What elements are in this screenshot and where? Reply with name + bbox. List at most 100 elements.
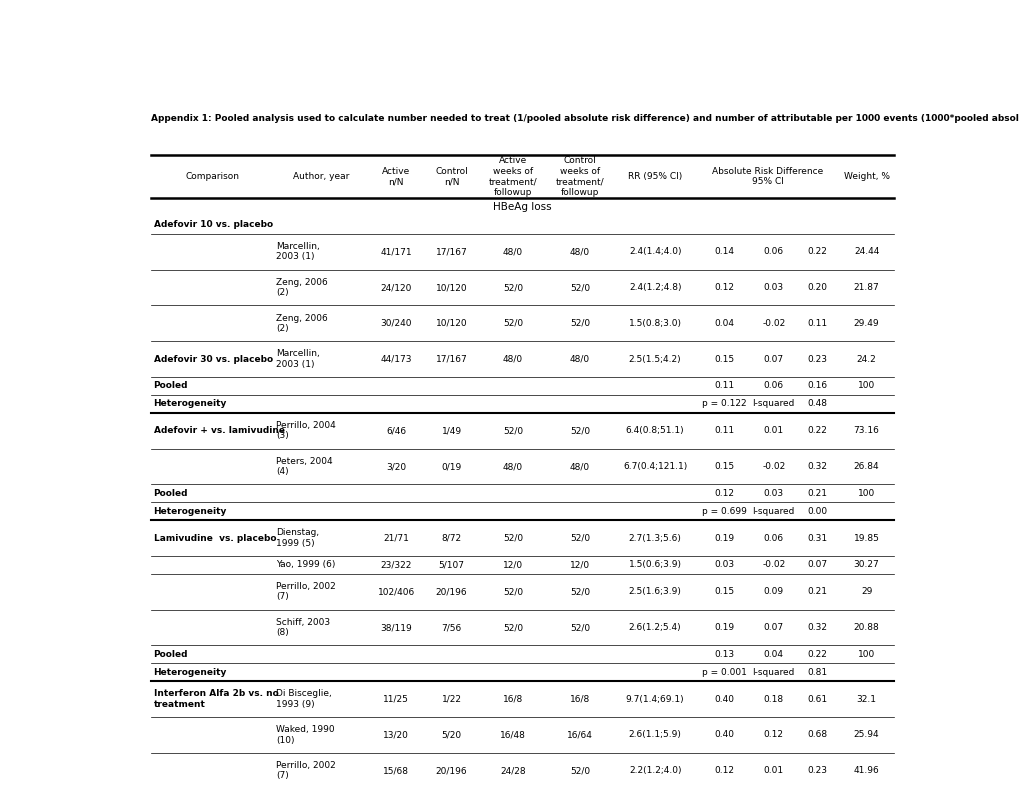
Text: 48/0: 48/0 xyxy=(570,247,590,256)
Text: Pooled: Pooled xyxy=(154,650,187,659)
Text: 48/0: 48/0 xyxy=(502,462,523,471)
Text: 41/171: 41/171 xyxy=(380,247,412,256)
Text: 15/68: 15/68 xyxy=(383,766,409,775)
Text: 0.23: 0.23 xyxy=(806,766,826,775)
Text: -0.02: -0.02 xyxy=(761,319,785,328)
Text: 25.94: 25.94 xyxy=(853,730,878,739)
Text: Pooled: Pooled xyxy=(154,489,187,498)
Text: 0.15: 0.15 xyxy=(713,355,734,363)
Text: 52/0: 52/0 xyxy=(570,587,590,597)
Text: 0.21: 0.21 xyxy=(806,587,826,597)
Text: 0.12: 0.12 xyxy=(713,283,734,292)
Text: 29.49: 29.49 xyxy=(853,319,878,328)
Text: Lamivudine  vs. placebo: Lamivudine vs. placebo xyxy=(154,533,276,543)
Text: 0.40: 0.40 xyxy=(713,730,734,739)
Text: 0.21: 0.21 xyxy=(806,489,826,498)
Text: 26.84: 26.84 xyxy=(853,462,878,471)
Text: 10/120: 10/120 xyxy=(435,283,467,292)
Text: 24.44: 24.44 xyxy=(853,247,878,256)
Text: 1/49: 1/49 xyxy=(441,426,462,435)
Text: 41.96: 41.96 xyxy=(853,766,878,775)
Text: Comparison: Comparison xyxy=(185,172,239,181)
Text: Waked, 1990
(10): Waked, 1990 (10) xyxy=(276,725,334,745)
Text: 52/0: 52/0 xyxy=(570,533,590,543)
Text: Perrillo, 2002
(7): Perrillo, 2002 (7) xyxy=(276,582,335,601)
Text: Schiff, 2003
(8): Schiff, 2003 (8) xyxy=(276,618,330,637)
Text: 0.06: 0.06 xyxy=(763,247,783,256)
Text: Absolute Risk Difference
95% CI: Absolute Risk Difference 95% CI xyxy=(711,167,822,186)
Text: 52/0: 52/0 xyxy=(502,623,523,632)
Text: I-squared: I-squared xyxy=(752,400,794,408)
Text: 0.32: 0.32 xyxy=(806,623,826,632)
Text: 20/196: 20/196 xyxy=(435,766,467,775)
Text: -0.02: -0.02 xyxy=(761,462,785,471)
Text: 2.4(1.2;4.8): 2.4(1.2;4.8) xyxy=(629,283,681,292)
Text: 0.48: 0.48 xyxy=(806,400,826,408)
Text: 19.85: 19.85 xyxy=(853,533,878,543)
Text: 0.12: 0.12 xyxy=(713,489,734,498)
Text: 16/8: 16/8 xyxy=(502,695,523,704)
Text: 1.5(0.6;3.9): 1.5(0.6;3.9) xyxy=(628,560,681,570)
Text: 0.13: 0.13 xyxy=(713,650,734,659)
Text: Marcellin,
2003 (1): Marcellin, 2003 (1) xyxy=(276,242,320,262)
Text: 2.7(1.3;5.6): 2.7(1.3;5.6) xyxy=(628,533,681,543)
Text: Heterogeneity: Heterogeneity xyxy=(154,668,227,677)
Text: 20/196: 20/196 xyxy=(435,587,467,597)
Text: 2.5(1.5;4.2): 2.5(1.5;4.2) xyxy=(629,355,681,363)
Text: Dienstag,
1999 (5): Dienstag, 1999 (5) xyxy=(276,529,319,548)
Text: p = 0.001: p = 0.001 xyxy=(701,668,746,677)
Text: 2.6(1.1;5.9): 2.6(1.1;5.9) xyxy=(628,730,681,739)
Text: 73.16: 73.16 xyxy=(853,426,878,435)
Text: 52/0: 52/0 xyxy=(570,319,590,328)
Text: 0.03: 0.03 xyxy=(713,560,734,570)
Text: 0.12: 0.12 xyxy=(713,766,734,775)
Text: 0.11: 0.11 xyxy=(713,426,734,435)
Text: 2.2(1.2;4.0): 2.2(1.2;4.0) xyxy=(629,766,681,775)
Text: 48/0: 48/0 xyxy=(502,355,523,363)
Text: 0.81: 0.81 xyxy=(806,668,826,677)
Text: 0.18: 0.18 xyxy=(763,695,783,704)
Text: Marcellin,
2003 (1): Marcellin, 2003 (1) xyxy=(276,349,320,369)
Text: 52/0: 52/0 xyxy=(570,766,590,775)
Text: -0.02: -0.02 xyxy=(761,560,785,570)
Text: 12/0: 12/0 xyxy=(570,560,590,570)
Text: 102/406: 102/406 xyxy=(377,587,415,597)
Text: 16/8: 16/8 xyxy=(570,695,590,704)
Text: 0.32: 0.32 xyxy=(806,462,826,471)
Text: 0.22: 0.22 xyxy=(806,426,826,435)
Text: 21.87: 21.87 xyxy=(853,283,878,292)
Text: Perrillo, 2004
(3): Perrillo, 2004 (3) xyxy=(276,421,335,440)
Text: 0.40: 0.40 xyxy=(713,695,734,704)
Text: 100: 100 xyxy=(857,381,874,391)
Text: I-squared: I-squared xyxy=(752,507,794,516)
Text: 12/0: 12/0 xyxy=(502,560,523,570)
Text: 0.20: 0.20 xyxy=(806,283,826,292)
Text: Control
weeks of
treatment/
followup: Control weeks of treatment/ followup xyxy=(555,156,604,196)
Text: 5/20: 5/20 xyxy=(441,730,462,739)
Text: 24/28: 24/28 xyxy=(499,766,525,775)
Text: 13/20: 13/20 xyxy=(383,730,409,739)
Text: Pooled: Pooled xyxy=(154,381,187,391)
Text: Zeng, 2006
(2): Zeng, 2006 (2) xyxy=(276,278,327,297)
Text: Heterogeneity: Heterogeneity xyxy=(154,400,227,408)
Text: 0.16: 0.16 xyxy=(806,381,826,391)
Text: 0.68: 0.68 xyxy=(806,730,826,739)
Text: 5/107: 5/107 xyxy=(438,560,464,570)
Text: 0.01: 0.01 xyxy=(763,426,783,435)
Text: 1/22: 1/22 xyxy=(441,695,462,704)
Text: 2.4(1.4;4.0): 2.4(1.4;4.0) xyxy=(629,247,681,256)
Text: Perrillo, 2002
(7): Perrillo, 2002 (7) xyxy=(276,761,335,780)
Text: 0.00: 0.00 xyxy=(806,507,826,516)
Text: 48/0: 48/0 xyxy=(570,462,590,471)
Text: 0.19: 0.19 xyxy=(713,533,734,543)
Text: 9.7(1.4;69.1): 9.7(1.4;69.1) xyxy=(626,695,684,704)
Text: Zeng, 2006
(2): Zeng, 2006 (2) xyxy=(276,314,327,333)
Text: 17/167: 17/167 xyxy=(435,247,467,256)
Text: 17/167: 17/167 xyxy=(435,355,467,363)
Text: 0.04: 0.04 xyxy=(713,319,734,328)
Text: 30/240: 30/240 xyxy=(380,319,412,328)
Text: 10/120: 10/120 xyxy=(435,319,467,328)
Text: p = 0.699: p = 0.699 xyxy=(701,507,746,516)
Text: 24/120: 24/120 xyxy=(380,283,412,292)
Text: 0.01: 0.01 xyxy=(763,766,783,775)
